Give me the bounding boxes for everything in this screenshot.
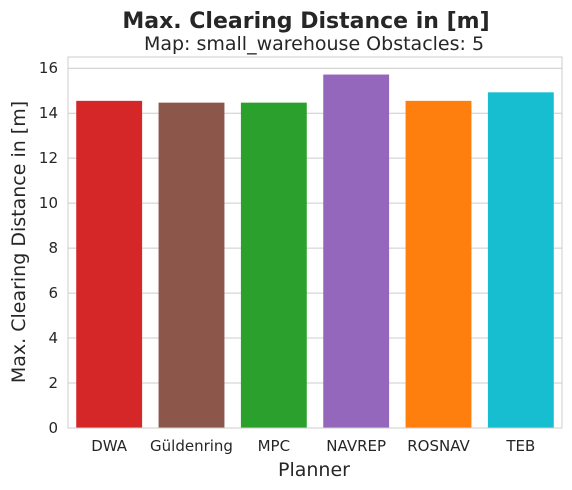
bar-mpc xyxy=(240,102,307,429)
y-tick-label: 2 xyxy=(48,374,58,392)
y-tick-label: 10 xyxy=(39,194,58,212)
y-axis-label: Max. Clearing Distance in [m] xyxy=(8,101,30,383)
x-tick-label: ROSNAV xyxy=(407,437,470,455)
y-tick-label: 14 xyxy=(39,104,58,122)
x-axis-ticks: DWA Güldenring MPC NAVREP ROSNAV TEB xyxy=(91,437,535,455)
bar-teb xyxy=(487,92,554,428)
x-tick-label: Güldenring xyxy=(150,437,233,455)
x-tick-label: NAVREP xyxy=(326,437,386,455)
y-tick-label: 6 xyxy=(48,284,58,302)
y-tick-label: 8 xyxy=(48,239,58,257)
x-tick-label: MPC xyxy=(258,437,290,455)
y-tick-label: 4 xyxy=(48,329,58,347)
y-tick-label: 16 xyxy=(39,59,58,77)
x-tick-label: TEB xyxy=(505,437,535,455)
chart-title: Max. Clearing Distance in [m] xyxy=(122,9,489,34)
y-tick-label: 12 xyxy=(39,149,58,167)
y-axis-ticks: 0 2 4 6 8 10 12 14 16 xyxy=(39,59,58,437)
y-tick-label: 0 xyxy=(48,419,58,437)
bar-dwa xyxy=(76,100,143,428)
bar-rosnav xyxy=(405,100,472,428)
x-axis-label: Planner xyxy=(278,459,350,481)
bars xyxy=(76,74,554,429)
gridlines xyxy=(68,67,562,429)
bar-g-ldenring xyxy=(158,102,225,429)
x-tick-label: DWA xyxy=(91,437,128,455)
bar-navrep xyxy=(323,74,390,429)
chart-subtitle: Map: small_warehouse Obstacles: 5 xyxy=(144,33,484,55)
plot-frame xyxy=(67,56,563,429)
